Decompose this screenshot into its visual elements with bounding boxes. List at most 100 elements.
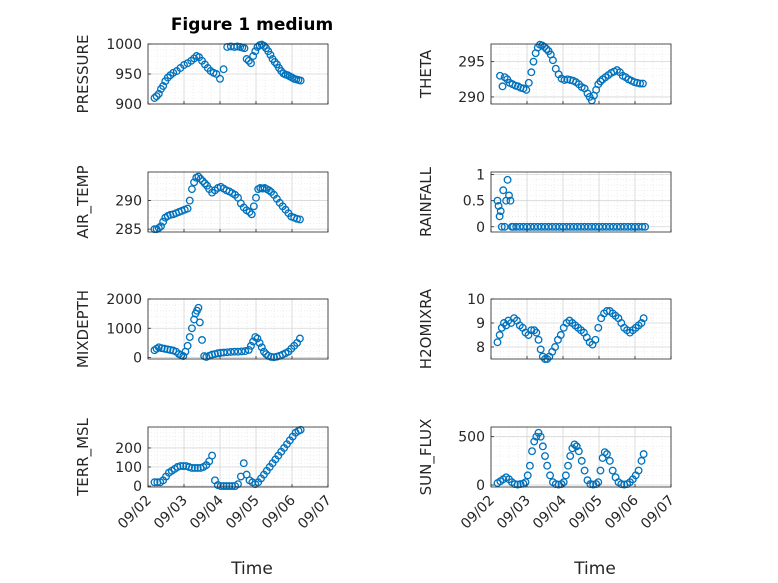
data-point-h2omixra [536,345,545,354]
axes-box [147,171,329,233]
data-point-h2omixra [532,328,541,337]
data-point-sun_flux [572,442,581,451]
axes-box [147,426,329,488]
data-point-terr_msl [179,462,188,470]
data-point-air_temp [157,222,165,231]
data-point-sun_flux [538,442,547,451]
axes-box [490,43,672,105]
data-point-air_temp [187,185,196,194]
y-tick-label: 290 [458,90,485,106]
data-point-terr_msl [208,451,217,460]
data-point-air_temp [245,208,254,216]
data-point-pressure [163,73,172,82]
y-tick-label: 1000 [106,37,142,53]
data-point-h2omixra [534,335,543,344]
data-point-rainfall [496,207,505,216]
data-point-h2omixra [497,323,506,332]
data-point-h2omixra [594,323,603,332]
data-point-mixdepth [163,345,172,354]
data-point-air_temp [196,174,205,183]
data-point-mixdepth [185,333,194,341]
data-point-sun_flux [570,440,579,449]
data-point-rainfall [497,222,506,231]
data-point-terr_msl [150,478,159,487]
data-point-sun_flux [521,478,530,487]
data-point-mixdepth [255,338,264,347]
data-point-mixdepth [244,345,253,354]
data-point-pressure [242,55,251,63]
panel-rainfall: 0 0.5 1 RAINFALL [417,166,672,237]
data-point-mixdepth [259,347,268,356]
data-point-sun_flux [559,478,568,487]
data-point-rainfall [493,196,502,205]
y-tick-label: 0 [476,220,485,236]
y-axis-label: SUN_FLUX [417,419,436,496]
y-axis-label: PRESSURE [74,35,92,114]
data-point-terr_msl [239,459,248,468]
data-point-rainfall [503,175,512,184]
y-tick-label: 900 [115,97,142,113]
data-point-sun_flux [605,456,614,465]
data-point-pressure [150,94,159,102]
data-point-mixdepth [237,347,246,356]
y-tick-label: 9 [476,316,485,332]
data-point-sun_flux [536,432,545,441]
data-point-mixdepth [295,334,304,343]
y-tick-label: 200 [115,441,142,457]
data-point-sun_flux [600,448,609,457]
data-point-sun_flux [594,478,603,487]
data-point-sun_flux [513,480,522,489]
data-point-air_temp [293,214,301,223]
data-point-terr_msl [190,464,199,472]
y-axis-label: RAINFALL [417,166,435,237]
data-point-h2omixra [639,314,648,323]
y-tick-label: 500 [458,430,485,446]
data-point-sun_flux [637,456,646,465]
data-point-air_temp [198,177,207,186]
data-point-mixdepth [247,341,255,350]
data-point-h2omixra [530,326,539,335]
y-axis-label: AIR_TEMP [74,165,93,238]
data-point-air_temp [252,193,260,202]
y-tick-label: 285 [115,222,142,238]
y-axis-label: MIXDEPTH [74,290,92,368]
data-point-terr_msl [222,482,231,490]
data-point-air_temp [154,224,163,232]
data-point-mixdepth [160,344,169,353]
data-point-sun_flux [523,471,532,480]
y-tick-label: 0 [133,351,142,367]
data-point-terr_msl [225,482,234,490]
data-point-rainfall [495,212,504,221]
panel-pressure: 900 950 1000 PRESSURE [74,35,329,114]
data-point-h2omixra [493,338,502,347]
data-point-sun_flux [546,471,554,480]
y-tick-label: 10 [467,292,485,308]
data-point-air_temp [247,210,256,219]
data-point-pressure [251,47,260,56]
data-point-mixdepth [157,344,166,353]
panel-theta: 290 295 THETA [417,40,672,106]
data-point-sun_flux [602,450,611,459]
data-point-pressure [240,44,249,53]
data-point-pressure [244,56,253,65]
data-point-theta [496,71,504,80]
data-point-air_temp [194,172,203,181]
data-point-pressure [152,92,161,101]
panel-mixdepth: 0 1000 2000 MIXDEPTH [74,290,329,368]
data-point-theta [542,44,551,53]
data-point-theta [596,77,605,86]
data-point-pressure [259,41,268,50]
data-point-sun_flux [577,456,586,465]
data-point-pressure [270,58,279,66]
data-point-mixdepth [257,343,266,352]
y-tick-label: 1 [476,168,485,184]
data-point-sun_flux [561,471,570,480]
data-point-theta [522,85,531,94]
chart-title: Figure 1 medium [171,15,333,35]
data-point-sun_flux [528,447,536,456]
data-point-mixdepth [195,318,204,327]
axes-box [147,298,329,360]
data-point-air_temp [159,217,168,226]
data-point-pressure [247,59,255,68]
